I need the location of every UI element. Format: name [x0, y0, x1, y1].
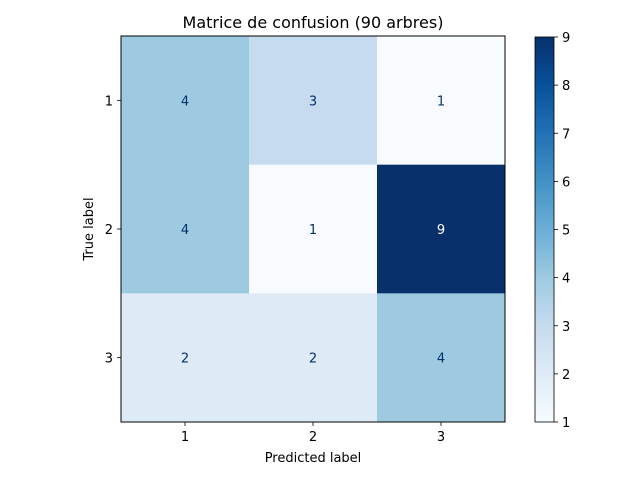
heatmap-cell	[121, 164, 250, 294]
colorbar-tick-label: 3	[562, 320, 570, 335]
heatmap-cell	[249, 36, 378, 166]
y-axis-label: True label	[82, 197, 97, 261]
cell-value-label: 2	[181, 352, 189, 367]
heatmap-cell	[377, 36, 506, 166]
x-tick-label: 3	[437, 430, 445, 445]
cell-value-label: 9	[437, 223, 445, 238]
y-tick-label: 1	[105, 94, 113, 109]
y-axis-ticks: 1 2 3	[105, 94, 121, 367]
heatmap-cell	[249, 293, 378, 423]
colorbar-tick-label: 5	[562, 224, 570, 239]
cell-value-label: 4	[437, 352, 445, 367]
x-axis-label: Predicted label	[265, 451, 362, 466]
colorbar-tick-label: 7	[562, 127, 570, 142]
heatmap-cell	[377, 293, 506, 423]
colorbar-ticks: 1 2 3 4 5 6 7 8 9	[554, 31, 570, 431]
cell-value-label: 1	[309, 223, 317, 238]
heatmap-cell	[377, 164, 506, 294]
colorbar-tick-label: 8	[562, 79, 570, 94]
x-axis-ticks: 1 2 3	[181, 422, 445, 445]
y-tick-label: 3	[105, 352, 113, 367]
colorbar	[534, 36, 555, 423]
chart-title: Matrice de confusion (90 arbres)	[183, 13, 444, 32]
y-tick-label: 2	[105, 223, 113, 238]
cell-value-label: 3	[309, 94, 317, 109]
x-tick-label: 1	[181, 430, 189, 445]
cell-value-label: 4	[181, 223, 189, 238]
colorbar-tick-label: 1	[562, 416, 570, 431]
colorbar-tick-label: 9	[562, 31, 570, 46]
heatmap-cell	[249, 164, 378, 294]
cell-value-label: 4	[181, 94, 189, 109]
cell-value-label: 1	[437, 94, 445, 109]
heatmap-cell	[121, 293, 250, 423]
cell-value-labels: 4 3 1 4 1 9 2 2 4	[181, 94, 445, 366]
colorbar-tick-label: 6	[562, 175, 570, 190]
x-tick-label: 2	[309, 430, 317, 445]
colorbar-tick-label: 2	[562, 368, 570, 383]
cell-value-label: 2	[309, 352, 317, 367]
heatmap-cell	[121, 36, 250, 166]
heatmap-cells	[121, 36, 506, 423]
colorbar-tick-label: 4	[562, 272, 570, 287]
